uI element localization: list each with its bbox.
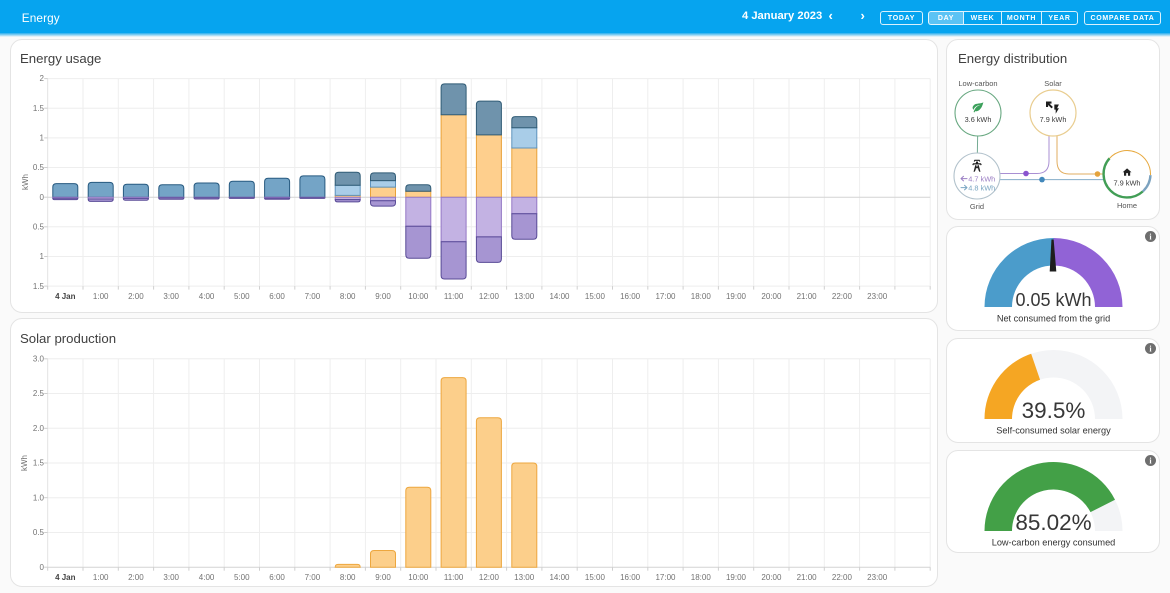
- svg-text:Low-carbon energy consumed: Low-carbon energy consumed: [992, 538, 1116, 548]
- svg-text:22:00: 22:00: [832, 292, 853, 301]
- svg-text:15:00: 15:00: [585, 292, 606, 301]
- svg-text:18:00: 18:00: [691, 573, 712, 582]
- svg-text:5:00: 5:00: [234, 292, 250, 301]
- svg-text:1.5: 1.5: [33, 459, 45, 468]
- svg-text:14:00: 14:00: [549, 292, 570, 301]
- svg-text:1.5: 1.5: [33, 282, 45, 291]
- svg-text:Net consumed from the grid: Net consumed from the grid: [997, 314, 1110, 324]
- svg-text:2: 2: [40, 74, 45, 83]
- svg-text:4 Jan: 4 Jan: [55, 292, 76, 301]
- svg-text:5:00: 5:00: [234, 573, 250, 582]
- svg-text:3.0: 3.0: [33, 354, 45, 363]
- svg-text:1:00: 1:00: [93, 573, 109, 582]
- svg-text:0: 0: [40, 193, 45, 202]
- svg-text:22:00: 22:00: [832, 573, 853, 582]
- svg-text:6:00: 6:00: [269, 292, 285, 301]
- svg-text:16:00: 16:00: [620, 292, 641, 301]
- svg-text:4 Jan: 4 Jan: [55, 573, 76, 582]
- svg-text:0.5: 0.5: [33, 528, 45, 537]
- svg-text:11:00: 11:00: [444, 292, 464, 301]
- svg-text:2:00: 2:00: [128, 573, 144, 582]
- svg-text:Grid: Grid: [970, 202, 984, 211]
- svg-text:3.6 kWh: 3.6 kWh: [965, 115, 992, 124]
- svg-text:Home: Home: [1117, 201, 1137, 210]
- svg-text:17:00: 17:00: [655, 573, 676, 582]
- svg-text:13:00: 13:00: [514, 292, 535, 301]
- svg-text:4.8 kWh: 4.8 kWh: [968, 184, 995, 193]
- svg-text:1: 1: [40, 134, 45, 143]
- svg-text:1: 1: [40, 252, 45, 261]
- svg-text:9:00: 9:00: [375, 573, 391, 582]
- svg-text:21:00: 21:00: [797, 573, 818, 582]
- svg-text:12:00: 12:00: [479, 573, 500, 582]
- svg-text:11:00: 11:00: [444, 573, 464, 582]
- svg-text:23:00: 23:00: [867, 292, 888, 301]
- svg-text:0: 0: [40, 563, 45, 572]
- svg-text:10:00: 10:00: [408, 573, 429, 582]
- svg-text:16:00: 16:00: [620, 573, 641, 582]
- svg-text:18:00: 18:00: [691, 292, 712, 301]
- svg-text:7.9 kWh: 7.9 kWh: [1113, 179, 1140, 188]
- svg-text:6:00: 6:00: [269, 573, 285, 582]
- svg-text:4:00: 4:00: [199, 573, 215, 582]
- svg-text:Low-carbon: Low-carbon: [958, 79, 997, 88]
- svg-text:0.5: 0.5: [33, 163, 45, 172]
- svg-text:3:00: 3:00: [163, 292, 179, 301]
- svg-text:19:00: 19:00: [726, 573, 747, 582]
- svg-text:19:00: 19:00: [726, 292, 747, 301]
- svg-text:i: i: [1149, 345, 1152, 354]
- svg-text:15:00: 15:00: [585, 573, 606, 582]
- svg-text:0.5: 0.5: [33, 222, 45, 231]
- svg-text:20:00: 20:00: [761, 573, 782, 582]
- svg-text:39.5%: 39.5%: [1022, 398, 1086, 423]
- svg-text:9:00: 9:00: [375, 292, 391, 301]
- svg-text:10:00: 10:00: [408, 292, 429, 301]
- svg-text:8:00: 8:00: [340, 573, 356, 582]
- svg-text:7.9 kWh: 7.9 kWh: [1040, 115, 1067, 124]
- svg-text:2.5: 2.5: [33, 389, 45, 398]
- svg-text:2.0: 2.0: [33, 424, 45, 433]
- svg-text:21:00: 21:00: [797, 292, 818, 301]
- svg-text:kWh: kWh: [20, 455, 29, 471]
- svg-text:Solar: Solar: [1044, 79, 1062, 88]
- svg-text:kWh: kWh: [21, 174, 30, 190]
- svg-text:23:00: 23:00: [867, 573, 888, 582]
- svg-text:4:00: 4:00: [199, 292, 215, 301]
- svg-text:1.0: 1.0: [33, 493, 45, 502]
- svg-text:0.05 kWh: 0.05 kWh: [1015, 290, 1091, 310]
- svg-text:1.5: 1.5: [33, 104, 45, 113]
- svg-text:7:00: 7:00: [305, 292, 321, 301]
- svg-text:Self-consumed solar energy: Self-consumed solar energy: [996, 426, 1111, 436]
- svg-text:17:00: 17:00: [655, 292, 676, 301]
- svg-text:12:00: 12:00: [479, 292, 500, 301]
- svg-text:14:00: 14:00: [549, 573, 570, 582]
- svg-text:i: i: [1149, 457, 1152, 466]
- svg-text:i: i: [1149, 233, 1152, 242]
- svg-text:1:00: 1:00: [93, 292, 109, 301]
- svg-text:13:00: 13:00: [514, 573, 535, 582]
- svg-text:7:00: 7:00: [305, 573, 321, 582]
- svg-text:85.02%: 85.02%: [1015, 510, 1091, 535]
- svg-text:3:00: 3:00: [163, 573, 179, 582]
- svg-text:4.7 kWh: 4.7 kWh: [968, 175, 995, 184]
- svg-text:20:00: 20:00: [761, 292, 782, 301]
- svg-text:2:00: 2:00: [128, 292, 144, 301]
- svg-text:8:00: 8:00: [340, 292, 356, 301]
